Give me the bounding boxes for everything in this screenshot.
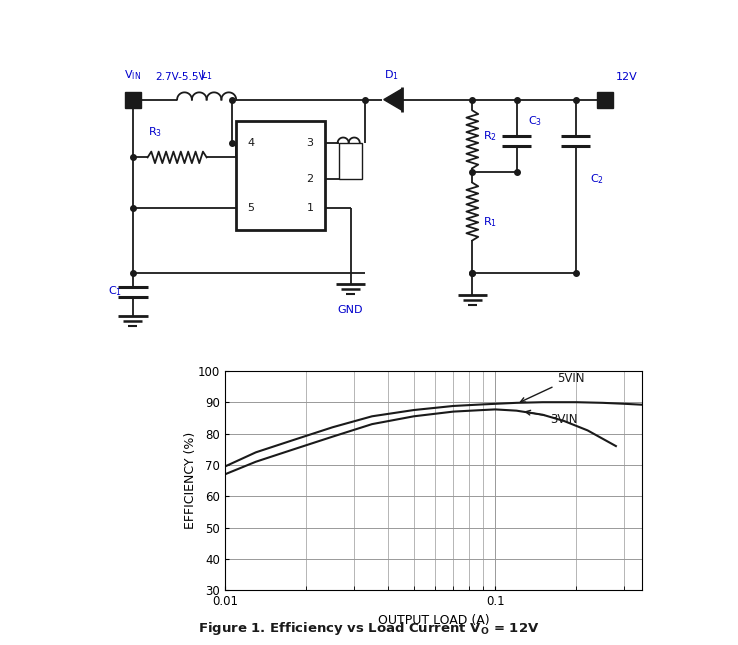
Bar: [236, 121, 325, 230]
Text: R$_2$: R$_2$: [483, 129, 497, 143]
Text: 12V: 12V: [616, 72, 638, 81]
Text: C$_1$: C$_1$: [108, 284, 122, 298]
Text: Figure 1. Efficiency vs Load Current V$_\mathregular{O}$ = 12V: Figure 1. Efficiency vs Load Current V$_…: [199, 620, 539, 637]
Text: L$_1$: L$_1$: [201, 68, 213, 81]
Text: R$_1$: R$_1$: [483, 215, 497, 229]
Text: GND: GND: [338, 306, 363, 315]
Bar: [339, 143, 362, 179]
Text: D$_1$: D$_1$: [384, 68, 399, 81]
Text: 4: 4: [247, 138, 255, 148]
Text: 5VIN: 5VIN: [520, 372, 585, 402]
Text: C$_2$: C$_2$: [590, 172, 604, 186]
Text: 2: 2: [306, 174, 314, 184]
Bar: [125, 92, 141, 108]
X-axis label: OUTPUT LOAD (A): OUTPUT LOAD (A): [378, 613, 489, 626]
Text: 3VIN: 3VIN: [525, 410, 578, 426]
Text: 3: 3: [307, 138, 314, 148]
Text: C$_3$: C$_3$: [528, 114, 542, 128]
Y-axis label: EFFICIENCY (%): EFFICIENCY (%): [184, 432, 196, 529]
Text: 2.7V-5.5V: 2.7V-5.5V: [155, 72, 206, 81]
Text: 5: 5: [247, 203, 254, 213]
Text: R$_3$: R$_3$: [148, 126, 162, 139]
Bar: [597, 92, 613, 108]
Polygon shape: [384, 89, 402, 110]
Text: 1: 1: [307, 203, 314, 213]
Text: V$_{\mathregular{IN}}$: V$_{\mathregular{IN}}$: [124, 68, 142, 81]
